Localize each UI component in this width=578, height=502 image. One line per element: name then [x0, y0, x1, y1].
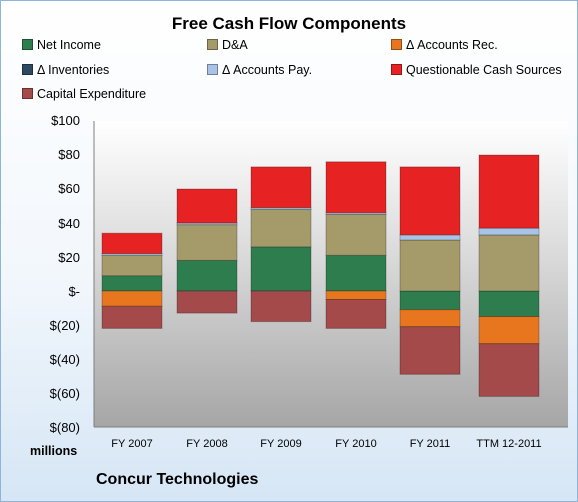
- bar-segment: [101, 290, 163, 307]
- x-tick-label: FY 2011: [409, 438, 451, 450]
- legend-item-accounts-pay: Δ Accounts Pay.: [207, 63, 312, 77]
- bar-segment: [250, 166, 312, 209]
- legend-label: D&A: [222, 38, 248, 52]
- y-tick-label: $40: [58, 216, 80, 231]
- legend-item-questionable-cash: Questionable Cash Sources: [391, 63, 562, 77]
- legend-label: Net Income: [37, 38, 101, 52]
- bar-segment: [101, 232, 163, 255]
- legend-swatch: [22, 88, 33, 99]
- y-tick-label: $(60): [49, 386, 80, 401]
- bar-segment: [399, 309, 461, 328]
- bar-segment: [325, 299, 387, 329]
- legend-label: Δ Accounts Pay.: [222, 63, 313, 77]
- bar-segment: [250, 246, 312, 292]
- bar-segment: [478, 316, 540, 345]
- bar-segment: [101, 254, 163, 277]
- bar-segment: [399, 239, 461, 292]
- bar-segment: [399, 326, 461, 375]
- bar-segment: [399, 234, 461, 241]
- y-axis-unit-label: millions: [30, 444, 78, 458]
- legend-swatch: [207, 39, 218, 50]
- bar-segment: [478, 227, 540, 236]
- bar-segment: [250, 208, 312, 248]
- bar-segment: [176, 290, 238, 314]
- legend-label: Questionable Cash Sources: [406, 63, 562, 77]
- y-tick-label: $80: [58, 147, 80, 162]
- bar-segment: [176, 259, 238, 292]
- legend-label: Δ Inventories: [37, 63, 110, 77]
- company-name: Concur Technologies: [96, 471, 259, 488]
- bar-segment: [478, 343, 540, 397]
- y-tick-label: $20: [58, 250, 80, 265]
- bar-segment: [176, 224, 238, 261]
- bar-series-group: [101, 154, 540, 397]
- bar-segment: [325, 214, 387, 256]
- legend-label: Δ Accounts Rec.: [406, 38, 498, 52]
- x-tick-label: FY 2007: [111, 438, 153, 450]
- bar-segment: [478, 290, 540, 317]
- bar-segment: [478, 154, 540, 229]
- x-tick-label: TTM 12-2011: [476, 438, 542, 450]
- legend-item-inventories: Δ Inventories: [22, 63, 109, 77]
- bar-segment: [101, 253, 163, 256]
- y-tick-label: $(80): [49, 420, 80, 435]
- x-tick-label: FY 2009: [260, 438, 302, 450]
- legend-swatch: [207, 64, 218, 75]
- legend-swatch: [22, 39, 33, 50]
- legend-item-accounts-rec: Δ Accounts Rec.: [391, 38, 498, 52]
- y-tick-label: $100: [51, 113, 80, 128]
- legend-item-capex: Capital Expenditure: [22, 87, 146, 101]
- legend-label: Capital Expenditure: [37, 87, 147, 101]
- chart-title: Free Cash Flow Components: [171, 14, 407, 33]
- y-tick-label: $(40): [49, 352, 80, 367]
- y-tick-label: $-: [68, 284, 80, 299]
- bar-segment: [250, 290, 312, 323]
- x-tick-label: FY 2010: [335, 438, 377, 450]
- bar-segment: [101, 275, 163, 292]
- bar-segment: [325, 290, 387, 300]
- y-tick-label: $60: [58, 181, 80, 196]
- legend-swatch: [391, 39, 402, 50]
- bar-segment: [176, 188, 238, 224]
- bar-segment: [325, 161, 387, 214]
- legend-item-net-income: Net Income: [22, 38, 101, 52]
- y-tick-label: $(20): [49, 318, 80, 333]
- x-tick-label: FY 2008: [186, 438, 228, 450]
- bar-segment: [478, 234, 540, 292]
- legend-swatch: [22, 64, 33, 75]
- legend-item-da: D&A: [207, 38, 248, 52]
- bar-segment: [101, 305, 163, 329]
- bar-segment: [399, 166, 461, 236]
- bar-segment: [399, 290, 461, 311]
- legend-swatch: [391, 64, 402, 75]
- bar-segment: [325, 254, 387, 292]
